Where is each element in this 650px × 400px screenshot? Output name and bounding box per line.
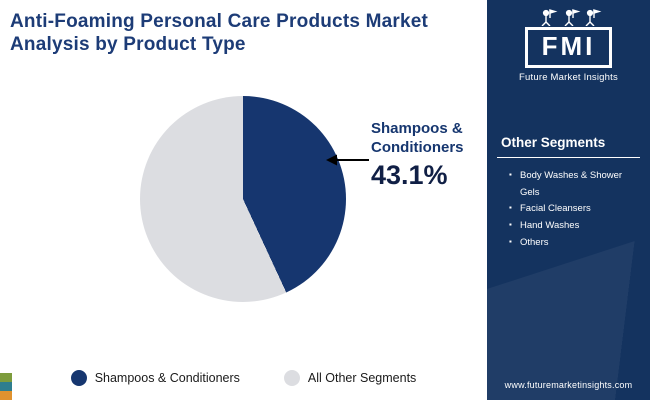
legend-label-shampoos: Shampoos & Conditioners: [94, 371, 240, 385]
slice-callout-label: Shampoos & Conditioners: [371, 120, 483, 158]
legend-item-shampoos: Shampoos & Conditioners: [70, 370, 240, 386]
slice-callout-line2: Conditioners: [371, 138, 464, 156]
heading-divider: [497, 157, 640, 158]
brand-sidebar: FMI Future Market Insights Other Segment…: [487, 0, 650, 400]
slice-callout-value: 43.1%: [371, 160, 448, 190]
list-item-others: Others: [509, 235, 644, 252]
list-item-hand-washes: Hand Washes: [509, 218, 644, 235]
callout-arrow-icon: [326, 154, 369, 166]
legend-label-other: All Other Segments: [307, 371, 417, 385]
legend-swatch-other: [283, 370, 300, 386]
list-item-facial-cleansers: Facial Cleansers: [509, 201, 644, 218]
slice-callout-line1: Shampoos &: [371, 120, 463, 137]
corner-accent-strip: [0, 373, 12, 400]
fmi-logo-text: FMI: [524, 27, 613, 68]
website-link[interactable]: www.futuremarketinsights.com: [504, 380, 633, 390]
chart-panel: Anti-Foaming Personal Care Products Mark…: [0, 11, 487, 400]
pie-chart: [140, 96, 346, 302]
accent-block-orange: [0, 391, 12, 400]
legend-item-other: All Other Segments: [283, 370, 417, 386]
people-with-flags-icon: [541, 9, 601, 26]
page-title: Anti-Foaming Personal Care Products Mark…: [10, 11, 429, 56]
legend-swatch-shampoos: [70, 370, 87, 386]
accent-block-green: [0, 373, 12, 382]
other-segments-heading: Other Segments: [501, 135, 606, 150]
other-segments-list: Body Washes & Shower Gels Facial Cleanse…: [509, 168, 644, 251]
chart-legend: Shampoos & Conditioners All Other Segmen…: [0, 370, 487, 386]
fmi-logo: FMI Future Market Insights: [487, 0, 650, 83]
fmi-logo-subtitle: Future Market Insights: [519, 72, 618, 83]
accent-block-teal: [0, 382, 12, 391]
list-item-body-washes: Body Washes & Shower Gels: [509, 168, 644, 201]
